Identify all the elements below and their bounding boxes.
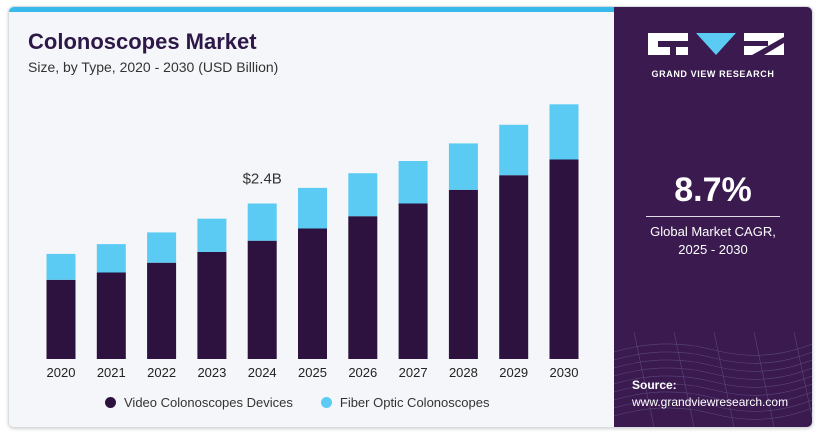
x-tick-label-2025: 2025 — [298, 365, 327, 380]
chart-subtitle: Size, by Type, 2020 - 2030 (USD Billion) — [28, 59, 279, 75]
brand-name: GRAND VIEW RESEARCH — [651, 69, 775, 79]
source-label: Source: — [632, 378, 677, 392]
cagr-divider — [646, 216, 780, 217]
legend-item-fiber: Fiber Optic Colonoscopes — [320, 394, 490, 410]
legend-label-fiber: Fiber Optic Colonoscopes — [339, 394, 490, 410]
x-tick-label-2027: 2027 — [399, 365, 428, 380]
bar-fiber-2024 — [247, 203, 277, 241]
bar-video-2029 — [499, 175, 529, 359]
bar-video-2024 — [247, 240, 277, 359]
cagr-label: Global Market CAGR, 2025 - 2030 — [614, 223, 812, 259]
bar-video-2023 — [197, 251, 227, 359]
bar-video-2020 — [46, 279, 76, 359]
x-tick-label-2030: 2030 — [550, 365, 579, 380]
legend-label-video: Video Colonoscopes Devices — [124, 394, 293, 410]
chart-panel: Colonoscopes Market Size, by Type, 2020 … — [9, 7, 614, 427]
grand-view-research-logo — [648, 33, 784, 55]
bar-fiber-2021 — [96, 244, 126, 273]
cagr-label-line1: Global Market CAGR, — [650, 224, 776, 239]
legend-item-video: Video Colonoscopes Devices — [105, 395, 293, 410]
chart-title: Colonoscopes Market — [28, 29, 257, 54]
bar-video-2025 — [298, 228, 327, 359]
bar-video-2021 — [96, 272, 126, 359]
x-tick-label-2024: 2024 — [248, 365, 277, 380]
legend-swatch-video — [105, 396, 116, 408]
decorative-wave-pattern — [614, 332, 812, 427]
bar-video-2022 — [147, 262, 177, 359]
bar-video-2026 — [348, 216, 378, 359]
bar-fiber-2029 — [499, 124, 529, 176]
x-tick-label-2028: 2028 — [449, 365, 478, 380]
bar-fiber-2023 — [197, 218, 227, 252]
cagr-label-line2: 2025 - 2030 — [678, 242, 748, 257]
bar-fiber-2027 — [398, 161, 428, 204]
top-accent-bar — [9, 7, 614, 12]
infographic-card: Colonoscopes Market Size, by Type, 2020 … — [8, 6, 813, 428]
bar-video-2027 — [398, 203, 428, 359]
brand-name-wrap: GRAND VIEW RESEARCH — [614, 31, 812, 91]
bar-fiber-2026 — [348, 173, 378, 217]
bar-fiber-2030 — [549, 104, 579, 160]
stacked-bar-chart: 2020 2021 2022 2023 2024 2025 2026 2027 2028 2029… — [46, 104, 579, 380]
x-tick-label-2023: 2023 — [197, 365, 226, 380]
x-tick-label-2026: 2026 — [348, 365, 377, 380]
x-tick-label-2021: 2021 — [97, 365, 126, 380]
bar-video-2030 — [549, 159, 579, 359]
bar-fiber-2022 — [147, 232, 177, 263]
bar-fiber-2020 — [46, 253, 76, 280]
x-tick-label-2029: 2029 — [499, 365, 528, 380]
annotation-2024: $2.4B — [243, 171, 282, 188]
x-tick-label-2020: 2020 — [47, 365, 76, 380]
summary-panel: GRAND VIEW RESEARCH 8.7% Global Market C… — [614, 7, 812, 427]
bar-video-2028 — [448, 189, 478, 359]
cagr-value: 8.7% — [674, 171, 752, 209]
bar-fiber-2028 — [448, 143, 478, 190]
source-link[interactable]: www.grandviewresearch.com — [632, 395, 789, 409]
chart-legend: Video Colonoscopes Devices Fiber Optic C… — [105, 393, 489, 411]
bar-fiber-2025 — [298, 187, 327, 229]
legend-swatch-fiber — [320, 396, 332, 408]
x-tick-label-2022: 2022 — [147, 365, 176, 380]
